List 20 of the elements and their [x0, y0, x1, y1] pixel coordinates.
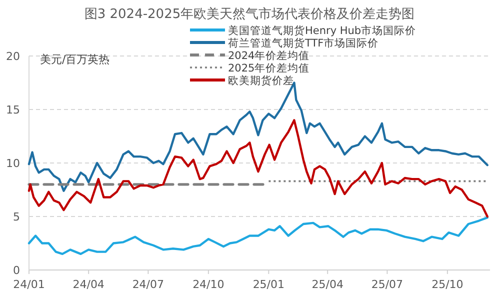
legend-label: 欧美期货价差 — [228, 74, 294, 87]
y-tick-label: 15 — [6, 104, 20, 116]
y-tick-label: 20 — [6, 50, 20, 63]
x-tick-label: 25/10 — [432, 278, 464, 291]
title: 图3 2024-2025年欧美天然气市场代表价格及价差走势图 — [84, 7, 415, 22]
y-tick-label: 5 — [13, 210, 20, 224]
x-tick-label: 24/10 — [192, 278, 224, 291]
y-tick-label: 0 — [13, 264, 20, 277]
x-tick-label: 25/07 — [371, 278, 404, 291]
x-tick-label: 24/01 — [13, 278, 45, 291]
legend-label: 2024年价差均值 — [228, 50, 310, 62]
legend-label: 2025年价差均值 — [228, 62, 310, 74]
legend-label: 荷兰管道气期货TTF市场国际价 — [228, 36, 379, 50]
legend-label: 美国管道气期货Henry Hub市场国际价 — [228, 24, 416, 37]
y-tick-label: 10 — [6, 157, 20, 170]
x-tick-label: 25/01 — [252, 278, 285, 291]
x-tick-label: 24/07 — [132, 278, 164, 291]
ylabel: 美元/百万英热 — [40, 53, 110, 66]
x-tick-label: 24/04 — [72, 278, 104, 291]
x-tick-label: 25/04 — [312, 278, 344, 291]
